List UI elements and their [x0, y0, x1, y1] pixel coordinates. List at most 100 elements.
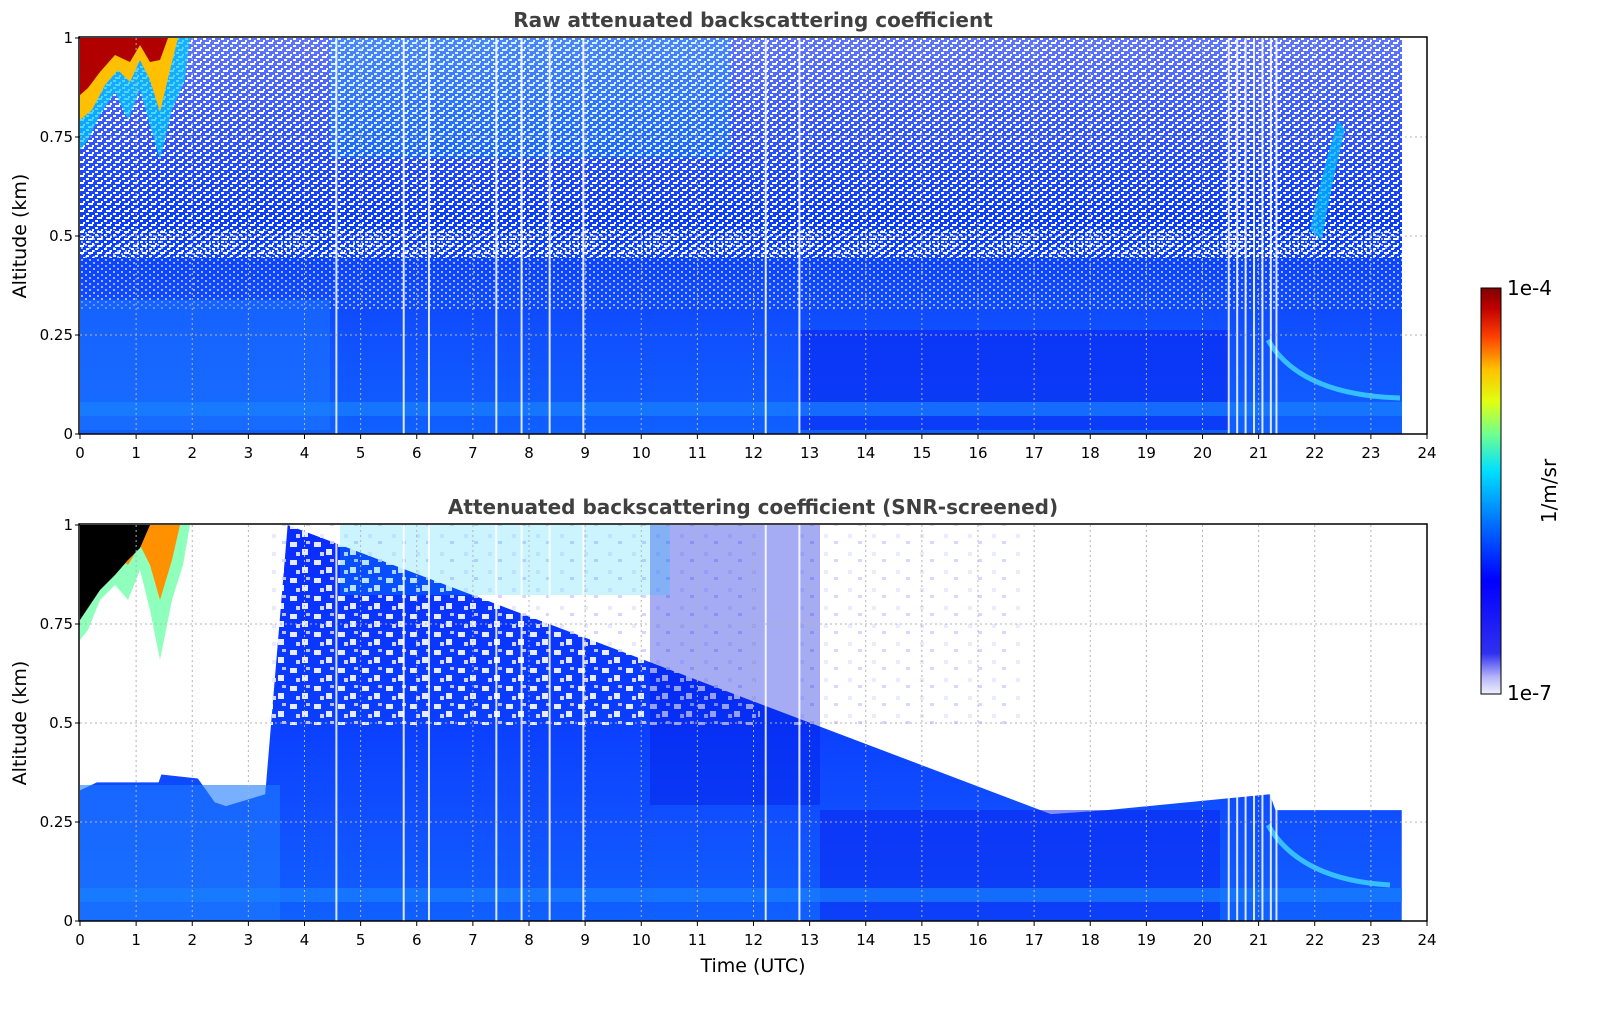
x-tick-label: 21	[1249, 931, 1268, 949]
y-tick-label: 0.25	[40, 326, 73, 344]
gap-streak	[1261, 525, 1264, 921]
colorbar-gradient	[1480, 287, 1502, 695]
x-tick-label: 20	[1193, 931, 1212, 949]
cyan-tint	[340, 525, 670, 595]
x-tick-label: 16	[968, 931, 987, 949]
x-tick-label: 13	[800, 931, 819, 949]
dark-block	[650, 525, 820, 805]
surface-layer	[80, 888, 1402, 902]
x-tick-label: 4	[300, 444, 310, 462]
gap-streak	[1236, 525, 1239, 921]
snr-screened-panel: Attenuated backscattering coefficient (S…	[9, 495, 1437, 977]
gap-streak	[1253, 525, 1256, 921]
x-tick-label: 8	[524, 931, 534, 949]
y-tick-label: 0.5	[49, 714, 73, 732]
x-tick-label: 22	[1305, 931, 1324, 949]
x-tick-label: 12	[744, 931, 763, 949]
gap-streak	[427, 38, 430, 434]
x-axis-label: Time (UTC)	[699, 955, 805, 977]
x-tick-label: 5	[356, 931, 366, 949]
x-tick-label: 17	[1025, 931, 1044, 949]
x-tick-label: 6	[412, 931, 422, 949]
x-tick-label: 10	[632, 444, 651, 462]
y-tick-label: 0.5	[49, 227, 73, 245]
x-tick-label: 2	[187, 931, 197, 949]
gap-streak	[1253, 38, 1256, 434]
x-tick-label: 6	[412, 444, 422, 462]
speckle-right	[790, 525, 1020, 725]
gap-streak	[548, 38, 551, 434]
gap-streak	[402, 525, 405, 921]
x-tick-label: 21	[1249, 444, 1268, 462]
x-tick-label: 4	[300, 931, 310, 949]
gap-streak	[798, 525, 801, 921]
gap-streak	[1227, 525, 1230, 921]
x-tick-label: 18	[1081, 931, 1100, 949]
x-tick-label: 11	[688, 931, 707, 949]
x-tick-label: 15	[912, 931, 931, 949]
x-tick-label: 2	[187, 444, 197, 462]
x-tick-label: 19	[1137, 444, 1156, 462]
gap-streak	[582, 38, 585, 434]
x-tick-label: 24	[1417, 444, 1436, 462]
x-tick-label: 1	[131, 444, 141, 462]
noise-transition	[80, 230, 1402, 310]
x-tick-label: 9	[580, 931, 590, 949]
noise-cyan-tint	[330, 38, 730, 158]
x-tick-label: 15	[912, 444, 931, 462]
colorbar-max-label: 1e-4	[1507, 276, 1552, 300]
x-tick-label: 7	[468, 444, 478, 462]
y-tick-label: 1	[63, 29, 73, 47]
speckle-left	[270, 525, 760, 725]
y-tick-label: 0	[63, 912, 73, 930]
grid-lines	[80, 525, 1427, 921]
x-tick-label: 23	[1361, 444, 1380, 462]
heatmap-area	[80, 38, 1427, 434]
gap-streak	[582, 525, 585, 921]
cloud-core	[80, 38, 168, 95]
x-tick-label: 14	[856, 931, 875, 949]
surface-layer	[80, 402, 1402, 416]
x-tick-label: 12	[744, 444, 763, 462]
gap-streak	[427, 525, 430, 921]
gap-streak	[402, 38, 405, 434]
y-tick-label: 0.75	[40, 128, 73, 146]
colorbar-min-label: 1e-7	[1507, 681, 1552, 705]
x-tick-label: 3	[244, 444, 254, 462]
y-axis-label: Altitude (km)	[9, 174, 31, 299]
grid-lines	[80, 38, 1427, 434]
plume-streak	[1310, 120, 1345, 240]
x-tick-label: 19	[1137, 931, 1156, 949]
x-tick-label: 5	[356, 444, 366, 462]
x-tick-label: 24	[1417, 931, 1436, 949]
y-tick-label: 0.25	[40, 813, 73, 831]
x-tick-label: 7	[468, 931, 478, 949]
x-tick-label: 8	[524, 444, 534, 462]
x-tick-labels: 0 1 2 3 4 5 6 7 8 9 10 11 12 13 14 15 16 17 18 19 20 21 22 23 24	[75, 921, 1437, 949]
x-tick-label: 11	[688, 444, 707, 462]
x-tick-label: 18	[1081, 444, 1100, 462]
y-tick-labels: 0 0.25 0.5 0.75 1	[40, 29, 80, 443]
x-tick-label: 1	[131, 931, 141, 949]
x-tick-label: 14	[856, 444, 875, 462]
x-tick-label: 3	[244, 931, 254, 949]
x-tick-label: 9	[580, 444, 590, 462]
y-axis-label: Altitude (km)	[9, 661, 31, 786]
gap-streak	[1236, 38, 1239, 434]
colorbar-units-label: 1/m/sr	[1537, 458, 1561, 523]
x-tick-label: 22	[1305, 444, 1324, 462]
x-tick-labels: 0 1 2 3 4 5 6 7 8 9 10 11 12 13 14 15 16 17 18 19 20 21 22 23 24	[75, 434, 1437, 462]
gap-streak	[798, 38, 801, 434]
x-tick-label: 0	[75, 444, 85, 462]
colorbar: 1e-4 1e-7 1/m/sr	[1480, 276, 1561, 705]
gap-streak	[1227, 38, 1230, 434]
x-tick-label: 10	[632, 931, 651, 949]
x-tick-label: 13	[800, 444, 819, 462]
chart-title: Attenuated backscattering coefficient (S…	[448, 495, 1058, 519]
cloud-core	[80, 525, 150, 620]
x-tick-label: 16	[968, 444, 987, 462]
gap-streak	[548, 525, 551, 921]
raw-backscatter-panel: Raw attenuated backscattering coefficien…	[9, 8, 1437, 462]
y-tick-label: 0	[63, 425, 73, 443]
